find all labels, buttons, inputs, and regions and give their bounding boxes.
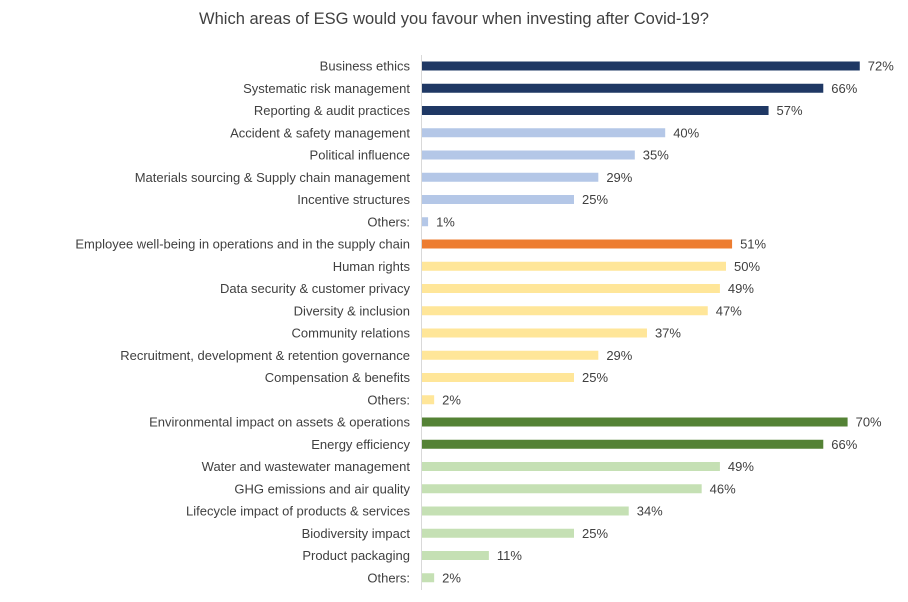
data-label: 70% — [856, 415, 882, 430]
bar — [422, 528, 574, 538]
bar — [422, 573, 435, 583]
data-label: 66% — [831, 437, 857, 452]
category-label: Data security & customer privacy — [220, 281, 411, 296]
bar — [422, 506, 629, 516]
bar — [422, 150, 635, 160]
bar — [422, 417, 848, 427]
bar — [422, 328, 647, 338]
data-label: 47% — [716, 303, 742, 318]
bars-group: Business ethics 72% Systematic risk manage… — [75, 59, 894, 586]
bar — [422, 128, 666, 138]
category-label: Biodiversity impact — [302, 526, 411, 541]
data-label: 57% — [777, 103, 803, 118]
bar — [422, 195, 574, 204]
category-label: Community relations — [292, 326, 411, 341]
bar — [422, 306, 708, 316]
data-label: 37% — [655, 326, 681, 341]
category-label: Business ethics — [320, 59, 411, 74]
bar — [422, 439, 824, 449]
bar — [422, 373, 574, 382]
bar — [422, 551, 489, 560]
data-label: 66% — [831, 81, 857, 96]
category-label: Recruitment, development & retention gov… — [120, 348, 410, 363]
data-label: 46% — [710, 481, 736, 496]
bar — [422, 462, 720, 471]
data-label: 2% — [442, 392, 461, 407]
data-label: 34% — [637, 504, 663, 519]
data-label: 2% — [442, 570, 461, 585]
category-label: Reporting & audit practices — [254, 103, 411, 118]
category-label: Others: — [367, 214, 410, 229]
chart-title: Which areas of ESG would you favour when… — [199, 10, 709, 28]
category-label: Energy efficiency — [311, 437, 410, 452]
bar — [422, 83, 824, 93]
data-label: 29% — [606, 348, 632, 363]
data-label: 50% — [734, 259, 760, 274]
bar — [422, 284, 720, 293]
category-label: Human rights — [333, 259, 411, 274]
bar — [422, 172, 599, 182]
data-label: 40% — [673, 125, 699, 140]
data-label: 35% — [643, 148, 669, 163]
category-label: Others: — [367, 570, 410, 585]
category-label: Incentive structures — [297, 192, 410, 207]
category-label: Employee well-being in operations and in… — [75, 237, 410, 252]
data-label: 25% — [582, 370, 608, 385]
category-label: Systematic risk management — [243, 81, 410, 96]
data-label: 25% — [582, 526, 608, 541]
category-label: Political influence — [310, 148, 410, 163]
data-label: 11% — [497, 548, 522, 563]
data-label: 49% — [728, 459, 754, 474]
data-label: 29% — [606, 170, 632, 185]
category-label: Diversity & inclusion — [294, 303, 410, 318]
data-label: 51% — [740, 237, 766, 252]
bar — [422, 61, 860, 71]
category-label: Accident & safety management — [230, 125, 410, 140]
bar — [422, 484, 702, 494]
bar — [422, 350, 599, 360]
data-label: 49% — [728, 281, 754, 296]
category-label: Product packaging — [302, 548, 410, 563]
category-label: Water and wastewater management — [202, 459, 411, 474]
bar — [422, 261, 726, 271]
bar — [422, 217, 429, 227]
data-label: 25% — [582, 192, 608, 207]
category-label: Materials sourcing & Supply chain manage… — [135, 170, 411, 185]
category-label: Environmental impact on assets & operati… — [149, 415, 410, 430]
category-label: GHG emissions and air quality — [234, 481, 410, 496]
bar — [422, 106, 769, 115]
data-label: 1% — [436, 214, 455, 229]
bar — [422, 395, 435, 405]
category-label: Compensation & benefits — [265, 370, 411, 385]
bar — [422, 239, 733, 249]
category-label: Lifecycle impact of products & services — [186, 504, 410, 519]
category-label: Others: — [367, 392, 410, 407]
data-label: 72% — [868, 59, 894, 74]
